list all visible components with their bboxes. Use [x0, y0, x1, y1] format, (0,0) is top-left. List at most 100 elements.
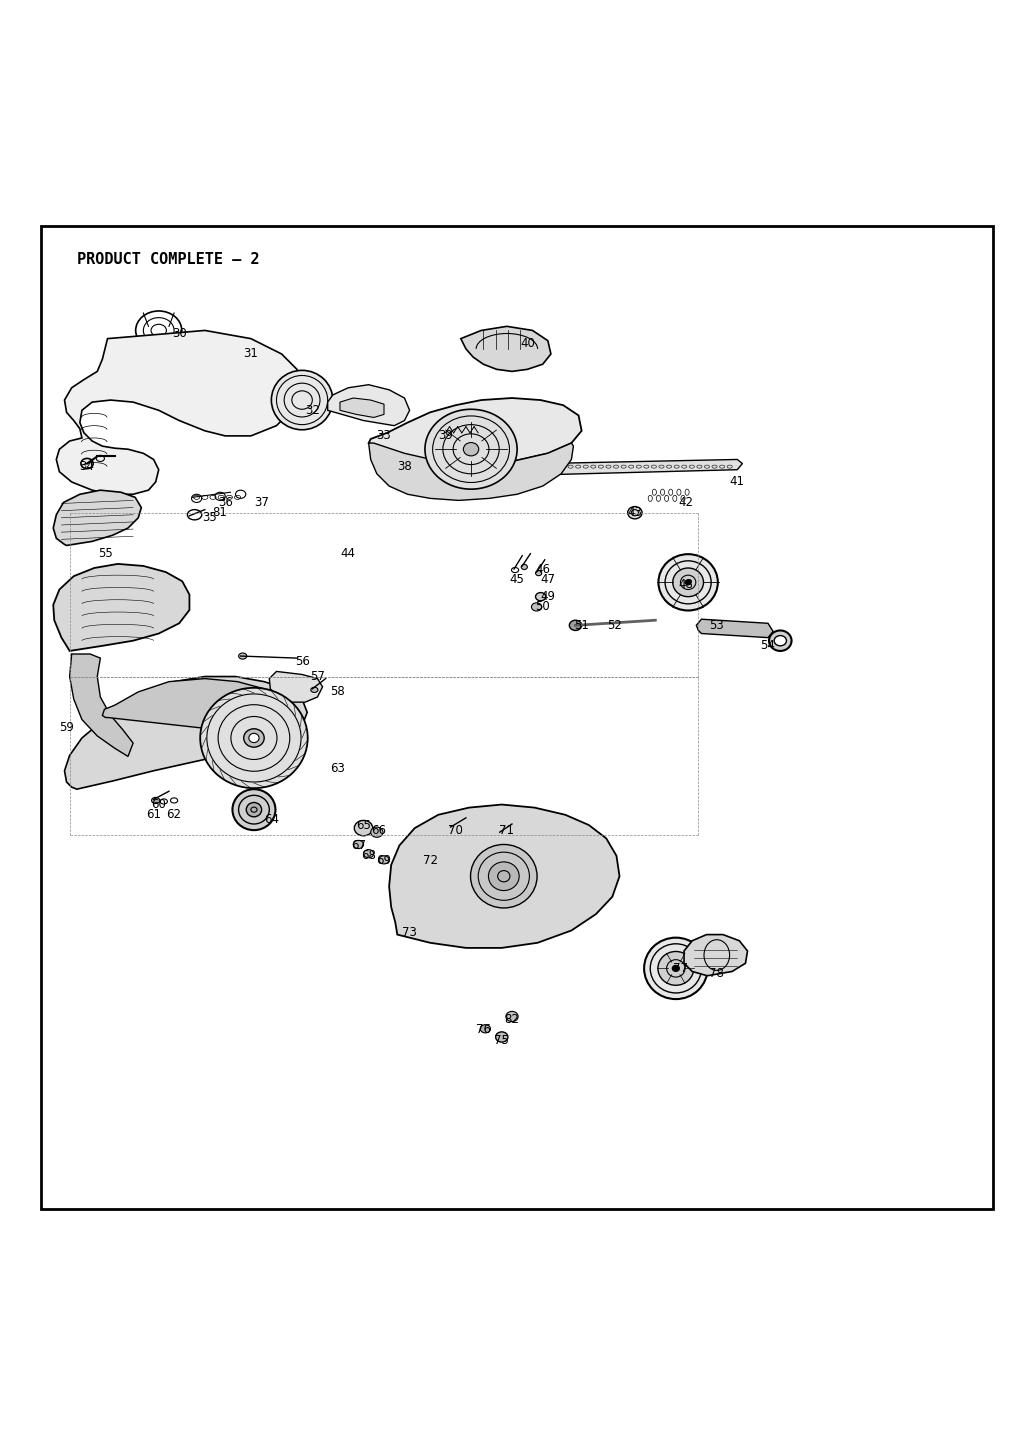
Text: 73: 73	[402, 926, 417, 938]
Text: 46: 46	[536, 563, 550, 575]
Text: 59: 59	[59, 722, 74, 735]
Text: 42: 42	[679, 497, 693, 509]
Text: 70: 70	[449, 824, 463, 837]
Text: 33: 33	[377, 429, 391, 442]
Text: 32: 32	[305, 403, 319, 416]
Text: 37: 37	[254, 497, 268, 509]
Ellipse shape	[644, 937, 708, 999]
Ellipse shape	[271, 370, 333, 429]
Text: 45: 45	[510, 573, 524, 585]
Polygon shape	[538, 459, 742, 475]
Ellipse shape	[658, 554, 718, 610]
Text: 52: 52	[607, 618, 622, 631]
Polygon shape	[684, 934, 748, 976]
Ellipse shape	[152, 798, 160, 804]
Text: 43: 43	[628, 507, 642, 519]
Text: 55: 55	[98, 547, 113, 560]
Text: 76: 76	[476, 1023, 490, 1036]
Polygon shape	[328, 385, 410, 426]
Ellipse shape	[531, 603, 542, 611]
Text: PRODUCT COMPLETE – 2: PRODUCT COMPLETE – 2	[77, 251, 259, 267]
Polygon shape	[389, 805, 620, 949]
Polygon shape	[53, 564, 189, 651]
Text: 53: 53	[710, 618, 724, 631]
Polygon shape	[369, 397, 582, 464]
Ellipse shape	[628, 507, 642, 519]
Polygon shape	[269, 672, 323, 702]
Polygon shape	[340, 397, 384, 418]
Polygon shape	[461, 326, 551, 372]
Ellipse shape	[379, 855, 389, 864]
Text: 47: 47	[541, 573, 555, 585]
Ellipse shape	[480, 1025, 490, 1033]
Text: 66: 66	[372, 824, 386, 837]
Ellipse shape	[463, 442, 479, 456]
Ellipse shape	[536, 593, 546, 601]
Polygon shape	[384, 443, 425, 456]
Text: 67: 67	[351, 839, 366, 852]
Text: 58: 58	[331, 686, 345, 699]
Ellipse shape	[769, 630, 792, 651]
Ellipse shape	[353, 841, 364, 848]
Text: 40: 40	[520, 337, 535, 350]
Text: 56: 56	[295, 654, 309, 667]
Polygon shape	[65, 676, 307, 789]
Text: 78: 78	[710, 967, 724, 980]
Ellipse shape	[673, 568, 703, 597]
Polygon shape	[696, 618, 773, 637]
Ellipse shape	[496, 1032, 508, 1042]
Ellipse shape	[658, 951, 694, 986]
Ellipse shape	[673, 966, 680, 971]
Ellipse shape	[569, 620, 582, 630]
Text: 48: 48	[679, 578, 693, 591]
Ellipse shape	[371, 827, 383, 837]
Text: 72: 72	[423, 854, 437, 867]
Text: 51: 51	[574, 618, 589, 631]
Text: 82: 82	[505, 1013, 519, 1026]
Text: 36: 36	[218, 497, 232, 509]
Ellipse shape	[239, 653, 247, 659]
Text: 65: 65	[356, 818, 371, 831]
Ellipse shape	[521, 564, 527, 570]
Text: 49: 49	[541, 590, 555, 603]
Text: 62: 62	[167, 808, 181, 821]
Ellipse shape	[249, 733, 259, 742]
Polygon shape	[53, 491, 141, 545]
Ellipse shape	[232, 789, 275, 829]
Text: 35: 35	[203, 511, 217, 524]
Text: 34: 34	[80, 461, 94, 474]
Text: 81: 81	[213, 507, 227, 519]
Ellipse shape	[498, 829, 506, 837]
Text: 75: 75	[495, 1033, 509, 1046]
Text: 77: 77	[674, 961, 688, 974]
Text: 54: 54	[761, 640, 775, 653]
Ellipse shape	[449, 825, 457, 831]
Polygon shape	[369, 443, 573, 501]
Text: 57: 57	[310, 670, 325, 683]
Text: 44: 44	[341, 547, 355, 560]
Text: 61: 61	[146, 808, 161, 821]
Polygon shape	[56, 330, 302, 494]
Ellipse shape	[471, 844, 537, 908]
Ellipse shape	[425, 409, 517, 489]
Text: 39: 39	[438, 429, 453, 442]
Ellipse shape	[311, 687, 317, 693]
Ellipse shape	[488, 862, 519, 891]
Ellipse shape	[419, 855, 431, 865]
Text: 64: 64	[264, 814, 279, 827]
Text: 69: 69	[377, 854, 391, 867]
Ellipse shape	[354, 821, 373, 835]
Ellipse shape	[685, 580, 691, 585]
Text: 50: 50	[536, 600, 550, 613]
Text: 63: 63	[331, 762, 345, 775]
Ellipse shape	[506, 1012, 518, 1022]
Ellipse shape	[774, 636, 786, 646]
Text: 31: 31	[244, 347, 258, 360]
Text: 60: 60	[152, 798, 166, 811]
Ellipse shape	[246, 802, 262, 817]
Text: 30: 30	[172, 327, 186, 340]
Ellipse shape	[201, 687, 307, 788]
Text: 71: 71	[500, 824, 514, 837]
Polygon shape	[70, 654, 133, 756]
Polygon shape	[102, 679, 289, 730]
